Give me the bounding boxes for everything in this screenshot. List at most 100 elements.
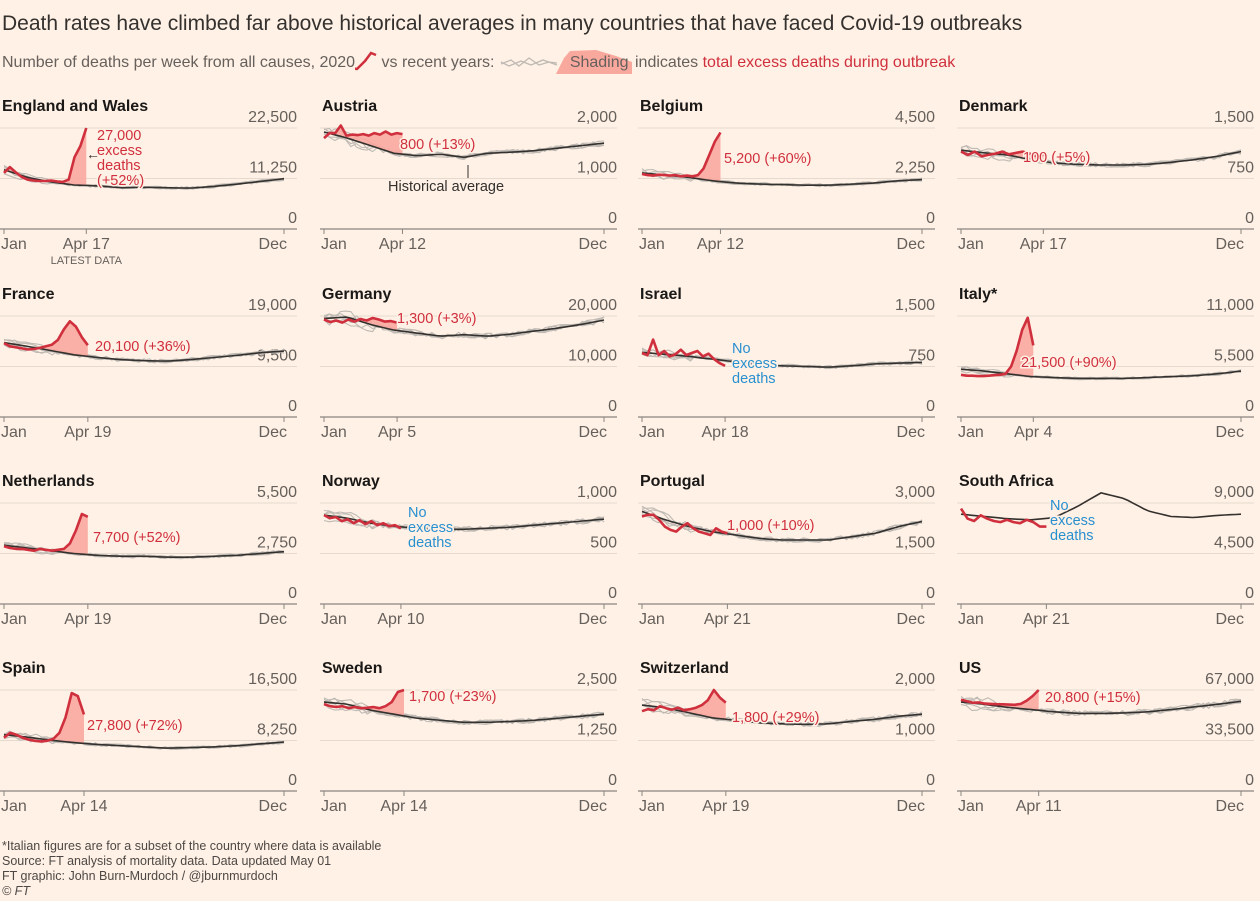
- footer: *Italian figures are for a subset of the…: [2, 839, 381, 899]
- y-tick-label: 2,250: [895, 160, 935, 177]
- x-tick-label: Dec: [1216, 611, 1244, 628]
- x-tick-label: Apr 19: [702, 798, 749, 815]
- x-tick-label: Dec: [897, 236, 925, 253]
- series-2020-line: [641, 131, 722, 178]
- excess-deaths-shading: [642, 690, 726, 720]
- y-tick-label: 750: [1227, 160, 1254, 177]
- x-tick-label: Apr 21: [704, 611, 751, 628]
- panel-title: Germany: [322, 286, 391, 303]
- historical-average-line: [641, 704, 923, 726]
- y-tick-label: 11,250: [249, 160, 297, 177]
- chart-subtitle: Number of deaths per week from all cause…: [2, 50, 956, 75]
- panel-title: US: [959, 660, 982, 677]
- series-2020-line: [323, 316, 398, 324]
- y-tick-label: 1,250: [577, 722, 617, 739]
- legend-shading: Shading: [555, 50, 632, 74]
- annotation-label: 20,800 (+15%): [1045, 690, 1141, 706]
- annotation-label: 800 (+13%): [400, 137, 475, 153]
- x-tick-label: Apr 14: [380, 798, 427, 815]
- footnote: *Italian figures are for a subset of the…: [2, 839, 382, 853]
- y-tick-label: 16,500: [248, 671, 297, 688]
- y-tick-label: 10,000: [568, 348, 617, 365]
- panel-title: South Africa: [959, 473, 1054, 490]
- y-tick-label: 2,750: [257, 535, 297, 552]
- y-tick-label: 1,000: [577, 484, 617, 501]
- y-tick-label: 4,500: [1214, 535, 1254, 552]
- panel-title: England and Wales: [2, 98, 148, 115]
- annotation-label: excess: [408, 520, 453, 536]
- latest-data-label: LATEST DATA: [51, 255, 123, 267]
- excess-deaths-shading: [4, 321, 88, 357]
- historical-average-line: [323, 316, 605, 337]
- y-tick-label: 1,500: [1214, 109, 1254, 126]
- y-tick-label: 8,250: [257, 722, 297, 739]
- y-tick-label: 2,500: [577, 671, 617, 688]
- x-tick-label: Jan: [321, 424, 347, 441]
- y-tick-label: 0: [288, 210, 297, 227]
- x-tick-label: Dec: [1216, 798, 1244, 815]
- historical-average-line: [641, 510, 923, 541]
- y-tick-label: 0: [608, 398, 617, 415]
- excess-deaths-shading: [4, 128, 87, 186]
- series-2020-line: [641, 513, 728, 537]
- series-2020-line: [3, 512, 89, 553]
- source: Source: FT analysis of mortality data. D…: [2, 854, 332, 868]
- x-tick-label: Jan: [639, 424, 665, 441]
- annotation-label: 1,000 (+10%): [727, 518, 814, 534]
- panel-title: Italy*: [959, 286, 998, 303]
- y-tick-label: 9,000: [1214, 484, 1254, 501]
- x-tick-label: Apr 17: [1020, 236, 1067, 253]
- x-tick-label: Jan: [958, 424, 984, 441]
- y-tick-label: 3,000: [895, 484, 935, 501]
- series-2020-line: [323, 124, 403, 140]
- annotation-label: 100 (+5%): [1023, 150, 1090, 166]
- series-2020-line: [3, 127, 88, 184]
- chart-title: Death rates have climbed far above histo…: [2, 12, 1023, 35]
- x-tick-label: Apr 4: [1014, 424, 1052, 441]
- y-tick-label: 0: [608, 210, 617, 227]
- y-tick-label: 1,500: [895, 535, 935, 552]
- subtitle-year: 2020: [319, 54, 356, 71]
- panel-title: Netherlands: [2, 473, 95, 490]
- subtitle-excess: total excess deaths during outbreak: [702, 54, 956, 71]
- y-tick-label: 0: [926, 585, 935, 602]
- panel-title: Austria: [322, 98, 377, 115]
- x-tick-label: Dec: [579, 236, 607, 253]
- x-tick-label: Jan: [321, 798, 347, 815]
- y-tick-label: 0: [608, 772, 617, 789]
- historical-average-label: Historical average: [388, 179, 504, 195]
- panel-title: France: [2, 286, 55, 303]
- recent-year-line: [323, 509, 605, 532]
- y-tick-label: 20,000: [568, 297, 617, 314]
- x-tick-label: Jan: [321, 236, 347, 253]
- excess-deaths-shading: [961, 317, 1034, 377]
- annotation-label: 27,000: [97, 128, 141, 144]
- panel-title: Belgium: [640, 98, 703, 115]
- annotation-label: 1,700 (+23%): [409, 689, 496, 705]
- subtitle-text: Number of deaths per week from all cause…: [2, 54, 316, 71]
- annotation-label: excess: [1050, 513, 1095, 529]
- annotation-label: (+52%): [97, 173, 144, 189]
- x-tick-label: Dec: [897, 798, 925, 815]
- x-tick-label: Dec: [259, 611, 287, 628]
- x-tick-label: Dec: [579, 798, 607, 815]
- x-tick-label: Jan: [1, 611, 27, 628]
- subtitle-text-3: indicates: [634, 54, 699, 71]
- x-tick-label: Apr 17: [63, 236, 110, 253]
- x-tick-label: Apr 18: [702, 424, 749, 441]
- y-tick-label: 0: [1245, 398, 1254, 415]
- x-tick-label: Jan: [958, 236, 984, 253]
- copyright: © FT: [2, 884, 30, 898]
- legend-recent-years-icon: [500, 57, 558, 67]
- legend-shading-icon: [555, 50, 632, 74]
- x-tick-label: Apr 10: [377, 611, 424, 628]
- series-2020-line: [641, 688, 727, 713]
- x-tick-label: Dec: [1216, 424, 1244, 441]
- y-tick-label: 11,000: [1206, 297, 1254, 314]
- series-2020-line: [959, 507, 1047, 528]
- credit: FT graphic: John Burn-Murdoch / @jburnmu…: [2, 869, 278, 883]
- y-tick-label: 0: [926, 210, 935, 227]
- x-tick-label: Jan: [639, 611, 665, 628]
- x-tick-label: Apr 12: [379, 236, 426, 253]
- excess-deaths-shading: [642, 132, 721, 182]
